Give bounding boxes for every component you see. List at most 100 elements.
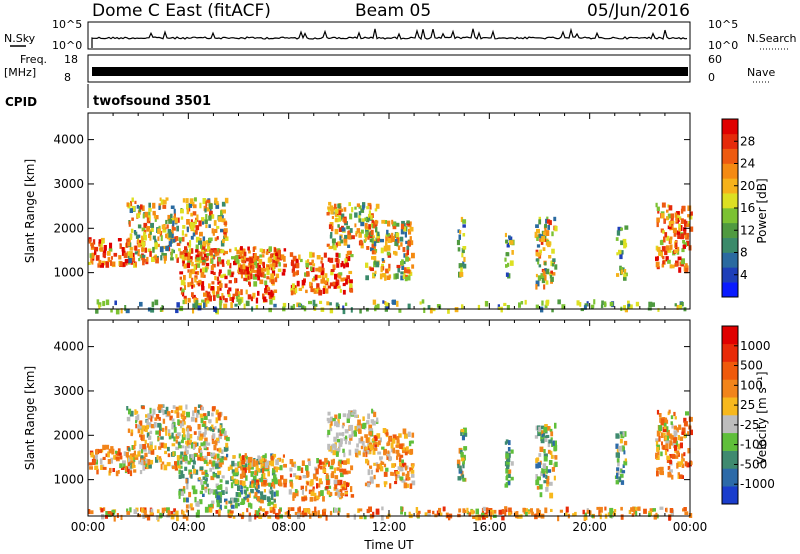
echo-cell [203,441,206,446]
echo-cell [685,263,688,268]
echo-cell [155,457,159,463]
echo-cell [381,273,386,278]
echo-cell [403,271,406,277]
echo-cell [622,267,625,273]
echo-cell [506,464,510,469]
echo-cell [600,304,604,309]
echo-cell [274,247,277,252]
echo-cell [231,256,235,260]
echo-cell [177,420,182,426]
echo-cell [140,434,143,440]
echo-cell [375,468,379,473]
echo-cell [233,260,237,266]
echo-cell [224,283,228,288]
echo-cell [677,475,681,479]
echo-cell [110,446,114,450]
echo-cell [662,260,665,265]
echo-cell [189,240,192,246]
echo-cell [334,273,338,280]
echo-cell [335,242,338,248]
echo-cell [545,280,549,285]
echo-cell [402,275,407,280]
echo-cell [305,263,310,268]
echo-cell [434,513,438,518]
echo-cell [432,308,436,312]
echo-cell [400,242,403,247]
echo-cell [147,422,152,428]
echo-cell [349,283,353,288]
echo-cell [329,492,333,496]
echo-cell [687,431,690,435]
echo-cell [343,452,346,458]
echo-cell [98,259,102,265]
echo-cell [376,442,380,447]
echo-cell [140,447,144,454]
echo-cell [535,258,539,262]
echo-cell [171,443,176,447]
echo-cell [472,515,477,519]
echo-cell [313,290,317,294]
echo-cell [345,470,349,475]
echo-cell [183,421,186,425]
echo-cell [212,489,217,495]
echo-cell [140,456,144,463]
echo-cell [130,454,134,461]
echo-cell [334,444,337,451]
echo-cell [127,428,131,433]
echo-cell [173,215,176,221]
echo-cell [196,442,199,447]
echo-cell [252,258,256,262]
echo-cell [407,431,411,437]
echo-cell [129,253,133,258]
echo-cell [125,308,130,314]
echo-cell [218,433,222,440]
echo-cell [623,273,627,278]
echo-cell [369,204,372,210]
echo-cell [251,480,254,485]
echo-cell [234,277,237,284]
echo-cell [337,285,341,289]
echo-cell [365,451,368,458]
echo-cell [653,514,657,520]
echo-cell [447,309,450,314]
echo-cell [138,258,141,262]
echo-cell [328,201,332,206]
echo-cell [386,275,391,280]
echo-cell [190,225,194,230]
echo-cell [406,249,409,256]
echo-cell [354,212,358,218]
echo-cell [535,284,538,290]
echo-cell [129,246,133,251]
echo-cell [674,303,677,307]
echo-cell [385,467,389,472]
echo-cell [549,272,552,276]
echo-cell [102,250,107,256]
echo-cell [107,251,111,256]
echo-cell [546,268,550,275]
echo-cell [137,249,140,253]
echo-cell [325,479,330,486]
echo-cell [195,254,200,260]
echo-cell [248,263,252,268]
echo-cell [322,463,327,467]
echo-cell [185,504,190,509]
echo-cell [313,473,317,480]
echo-cell [438,305,442,309]
y-tick-label: 3000 [53,177,84,191]
echo-cell [371,250,376,255]
echo-cell [683,265,687,272]
echo-cell [416,510,421,514]
echo-cell [244,453,247,457]
echo-cell [229,262,232,269]
echo-cell [543,284,546,290]
echo-cell [220,210,223,216]
echo-cell [370,419,375,424]
echo-cell [233,463,237,467]
echo-cell [344,234,348,239]
colorbar-tick-label: 100 [740,378,763,392]
echo-cell [216,261,220,267]
echo-cell [149,430,153,435]
echo-cell [263,480,267,484]
echo-cell [677,256,682,261]
